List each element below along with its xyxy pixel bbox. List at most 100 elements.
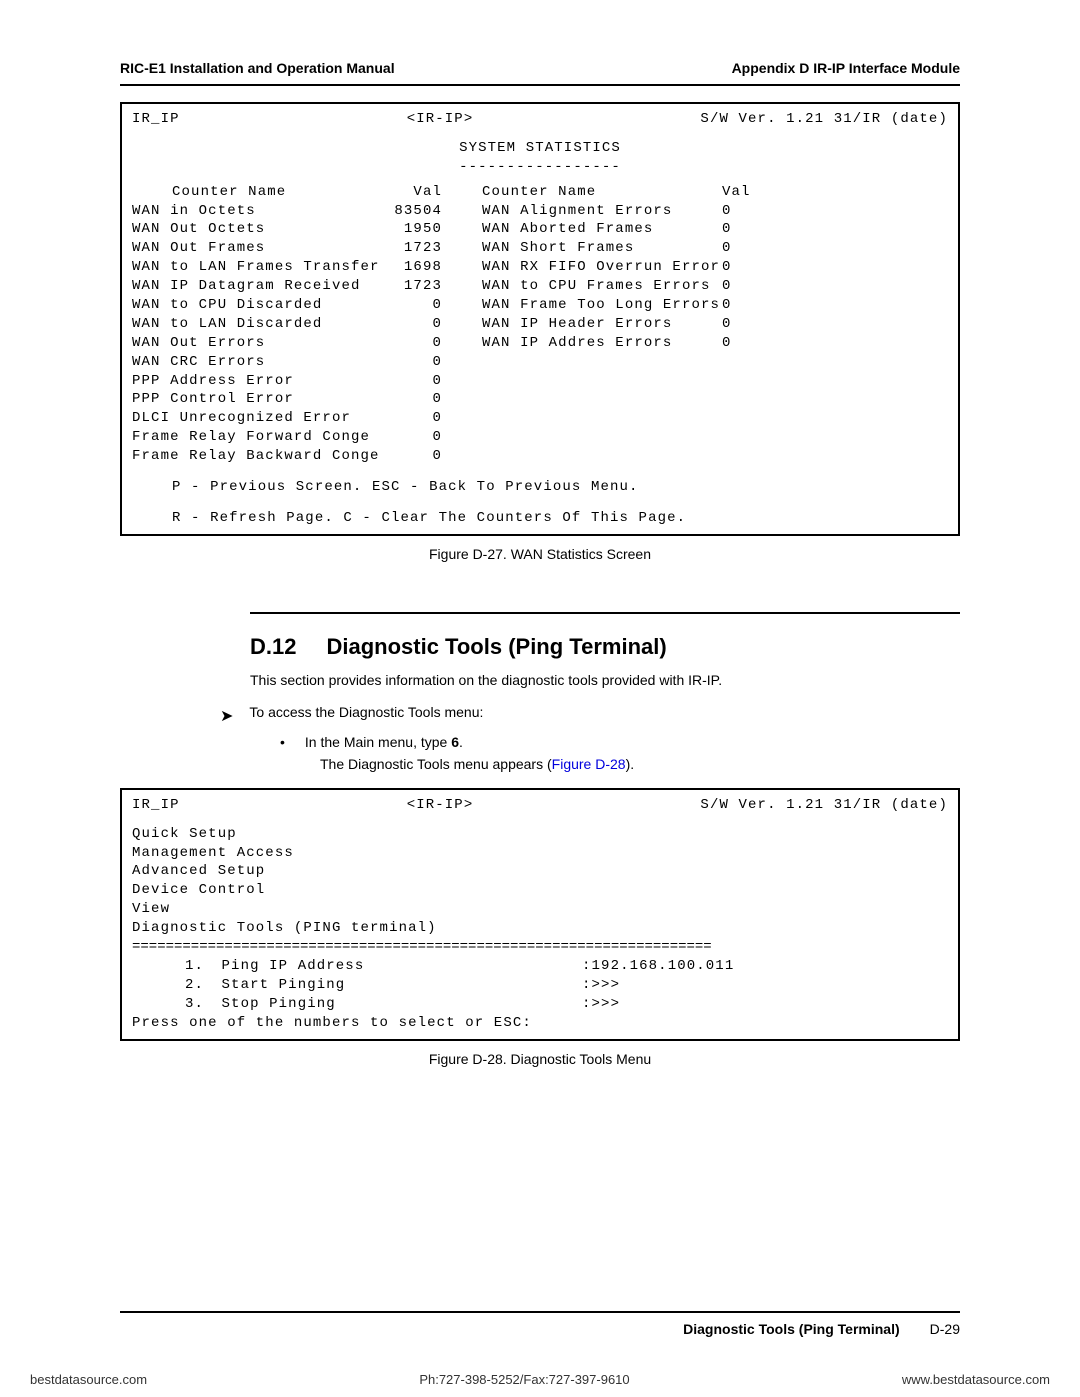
col-hdr-name-l: Counter Name bbox=[132, 183, 382, 202]
counter-name: PPP Control Error bbox=[132, 390, 382, 409]
stats-row: WAN IP Datagram Received1723WAN to CPU F… bbox=[132, 277, 948, 296]
figure-link[interactable]: Figure D-28 bbox=[552, 756, 626, 772]
stats-row: WAN to LAN Frames Transfer1698WAN RX FIF… bbox=[132, 258, 948, 277]
counter-value: 1950 bbox=[382, 220, 472, 239]
breadcrumb-item: Advanced Setup bbox=[132, 862, 948, 881]
term2-mid: <IR-IP> bbox=[407, 796, 474, 815]
stats-row: PPP Address Error0 bbox=[132, 372, 948, 391]
term1-help2: R - Refresh Page. C - Clear The Counters… bbox=[132, 509, 948, 528]
step1b: 6 bbox=[451, 734, 459, 750]
bullet-icon: • bbox=[280, 734, 285, 750]
footer-pagenum: D-29 bbox=[930, 1321, 960, 1337]
step1c: . bbox=[459, 734, 463, 750]
counter-value: 0 bbox=[722, 315, 782, 334]
counter-value: 0 bbox=[722, 202, 782, 221]
figure-caption-27: Figure D-27. WAN Statistics Screen bbox=[120, 546, 960, 562]
item-value: :>>> bbox=[582, 976, 620, 995]
counter-name: WAN to LAN Discarded bbox=[132, 315, 382, 334]
term1-help1: P - Previous Screen. ESC - Back To Previ… bbox=[132, 478, 948, 497]
counter-value: 0 bbox=[722, 220, 782, 239]
page-footer: Diagnostic Tools (Ping Terminal) D-29 bbox=[120, 1311, 960, 1337]
counter-name: WAN Out Errors bbox=[132, 334, 382, 353]
stats-header-row: Counter Name Val Counter Name Val bbox=[132, 183, 948, 202]
page-header: RIC-E1 Installation and Operation Manual… bbox=[120, 60, 960, 76]
counter-name: WAN IP Header Errors bbox=[472, 315, 722, 334]
stats-body: WAN in Octets83504WAN Alignment Errors0W… bbox=[132, 202, 948, 466]
step1a: In the Main menu, type bbox=[305, 734, 451, 750]
item-number: 2. bbox=[172, 976, 212, 995]
counter-value: 0 bbox=[722, 239, 782, 258]
col-hdr-name-r: Counter Name bbox=[472, 183, 722, 202]
counter-name: Frame Relay Backward Conge bbox=[132, 447, 382, 466]
stats-row: WAN CRC Errors0 bbox=[132, 353, 948, 372]
stats-row: WAN Out Frames1723WAN Short Frames0 bbox=[132, 239, 948, 258]
term2-prompt: Press one of the numbers to select or ES… bbox=[132, 1014, 948, 1033]
bottom-bar: bestdatasource.com Ph:727-398-5252/Fax:7… bbox=[0, 1362, 1080, 1397]
item-label: Start Pinging bbox=[212, 976, 582, 995]
bottom-left: bestdatasource.com bbox=[30, 1372, 147, 1387]
counter-name: WAN to CPU Discarded bbox=[132, 296, 382, 315]
counter-value: 0 bbox=[382, 334, 472, 353]
counter-value: 0 bbox=[722, 277, 782, 296]
term1-left: IR_IP bbox=[132, 110, 180, 129]
breadcrumb-item: Management Access bbox=[132, 844, 948, 863]
breadcrumb-item: Diagnostic Tools (PING terminal) bbox=[132, 919, 948, 938]
counter-value: 1723 bbox=[382, 277, 472, 296]
diag-tools-screen: IR_IP <IR-IP> S/W Ver. 1.21 31/IR (date)… bbox=[120, 788, 960, 1041]
header-left: RIC-E1 Installation and Operation Manual bbox=[120, 60, 395, 76]
stats-row: WAN Out Octets1950WAN Aborted Frames0 bbox=[132, 220, 948, 239]
stats-row: WAN to CPU Discarded0WAN Frame Too Long … bbox=[132, 296, 948, 315]
menu-separator: ========================================… bbox=[132, 938, 948, 957]
diag-items: 1. Ping IP Address:192.168.100.0112. Sta… bbox=[132, 957, 948, 1014]
breadcrumb-item: Device Control bbox=[132, 881, 948, 900]
counter-name: WAN Short Frames bbox=[472, 239, 722, 258]
breadcrumbs: Quick SetupManagement AccessAdvanced Set… bbox=[132, 825, 948, 938]
term1-title: SYSTEM STATISTICS bbox=[132, 139, 948, 158]
col-hdr-val-r: Val bbox=[722, 183, 782, 202]
diag-menu-item[interactable]: 3. Stop Pinging:>>> bbox=[132, 995, 948, 1014]
section-number: D.12 bbox=[250, 634, 296, 660]
counter-value: 0 bbox=[382, 296, 472, 315]
term2-left: IR_IP bbox=[132, 796, 180, 815]
counter-value: 0 bbox=[382, 353, 472, 372]
counter-name: WAN Aborted Frames bbox=[472, 220, 722, 239]
item-number: 3. bbox=[172, 995, 212, 1014]
counter-value: 0 bbox=[382, 428, 472, 447]
stats-row: Frame Relay Backward Conge0 bbox=[132, 447, 948, 466]
counter-value: 0 bbox=[722, 334, 782, 353]
term1-dashes: ----------------- bbox=[132, 158, 948, 177]
item-label: Ping IP Address bbox=[212, 957, 582, 976]
step-text: In the Main menu, type 6. bbox=[305, 734, 463, 750]
counter-name: WAN to CPU Frames Errors bbox=[472, 277, 722, 296]
item-value: :192.168.100.011 bbox=[582, 957, 734, 976]
header-rule bbox=[120, 84, 960, 86]
section-title: Diagnostic Tools (Ping Terminal) bbox=[326, 634, 666, 660]
counter-name: DLCI Unrecognized Error bbox=[132, 409, 382, 428]
counter-name: WAN RX FIFO Overrun Error bbox=[472, 258, 722, 277]
bullet-row: • In the Main menu, type 6. bbox=[280, 734, 960, 750]
diag-menu-item[interactable]: 2. Start Pinging:>>> bbox=[132, 976, 948, 995]
counter-name: WAN Frame Too Long Errors bbox=[472, 296, 722, 315]
counter-name: WAN Out Octets bbox=[132, 220, 382, 239]
header-right: Appendix D IR-IP Interface Module bbox=[732, 60, 960, 76]
counter-value: 0 bbox=[382, 447, 472, 466]
procedure-row: ➤ To access the Diagnostic Tools menu: bbox=[220, 704, 960, 726]
sub1c: ). bbox=[626, 756, 635, 772]
wan-stats-screen: IR_IP <IR-IP> S/W Ver. 1.21 31/IR (date)… bbox=[120, 102, 960, 536]
counter-name: WAN CRC Errors bbox=[132, 353, 382, 372]
counter-value: 83504 bbox=[382, 202, 472, 221]
stats-row: Frame Relay Forward Conge0 bbox=[132, 428, 948, 447]
stats-row: WAN to LAN Discarded 0WAN IP Header Error… bbox=[132, 315, 948, 334]
section-heading: D.12 Diagnostic Tools (Ping Terminal) bbox=[250, 634, 960, 660]
footer-rule bbox=[120, 1311, 960, 1313]
counter-value: 0 bbox=[382, 409, 472, 428]
counter-name: WAN IP Datagram Received bbox=[132, 277, 382, 296]
diag-menu-item[interactable]: 1. Ping IP Address:192.168.100.011 bbox=[132, 957, 948, 976]
footer-label: Diagnostic Tools (Ping Terminal) bbox=[683, 1321, 900, 1337]
item-label: Stop Pinging bbox=[212, 995, 582, 1014]
breadcrumb-item: Quick Setup bbox=[132, 825, 948, 844]
section-desc: This section provides information on the… bbox=[250, 672, 960, 688]
counter-name: PPP Address Error bbox=[132, 372, 382, 391]
counter-value: 1723 bbox=[382, 239, 472, 258]
counter-value: 0 bbox=[382, 390, 472, 409]
